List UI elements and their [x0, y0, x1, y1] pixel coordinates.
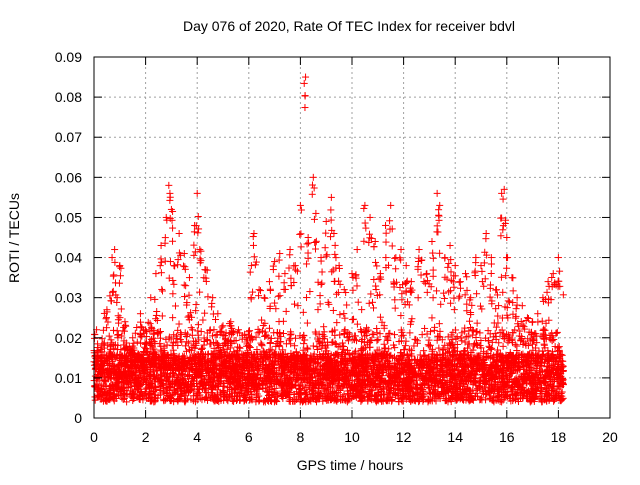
- data-point: [300, 309, 307, 316]
- data-point: [437, 301, 444, 308]
- chart-title: Day 076 of 2020, Rate Of TEC Index for r…: [183, 18, 515, 34]
- data-point: [287, 331, 294, 338]
- data-point: [500, 343, 507, 350]
- data-point: [430, 267, 437, 274]
- data-point: [474, 320, 481, 327]
- data-point: [392, 305, 399, 312]
- data-point: [498, 274, 505, 281]
- data-point: [283, 308, 290, 315]
- data-point: [310, 342, 317, 349]
- data-points: [91, 74, 567, 406]
- data-point: [406, 329, 413, 336]
- data-point: [444, 264, 451, 271]
- data-point: [367, 290, 374, 297]
- data-point: [373, 262, 380, 269]
- data-point: [418, 272, 425, 279]
- data-point: [164, 342, 171, 349]
- data-point: [266, 325, 273, 332]
- data-point: [447, 300, 454, 307]
- data-point: [332, 254, 339, 261]
- data-point: [554, 329, 561, 336]
- data-point: [480, 283, 487, 290]
- data-point: [152, 315, 159, 322]
- data-point: [488, 261, 495, 268]
- data-point: [373, 325, 380, 332]
- data-point: [343, 302, 350, 309]
- data-point: [303, 260, 310, 267]
